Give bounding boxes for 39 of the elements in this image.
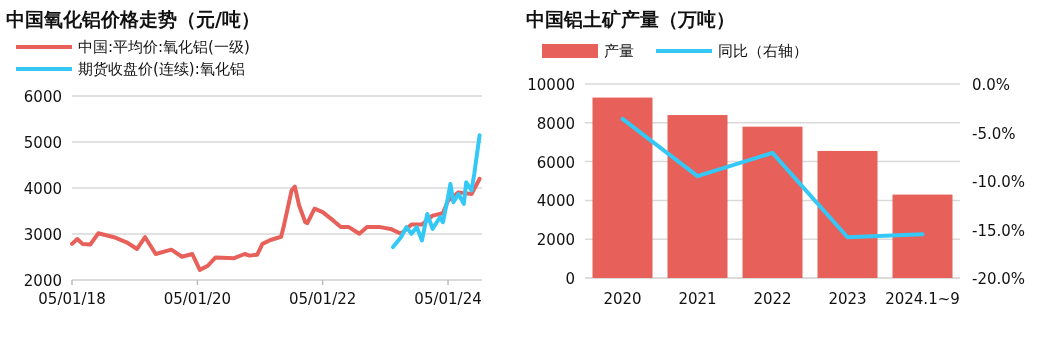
legend-label: 同比（右轴） [718, 42, 808, 60]
chart-title: 中国氧化铝价格走势（元/吨） [6, 8, 260, 30]
bar [817, 150, 878, 278]
y-tick-label: 3000 [23, 226, 62, 244]
y-tick-label: 4000 [23, 180, 62, 198]
y2-tick-label: 0.0% [972, 76, 1011, 94]
x-tick-label: 2022 [753, 290, 792, 308]
y-tick-label: 5000 [23, 134, 62, 152]
y-tick-label: 4000 [536, 192, 575, 211]
y-tick-label: 6000 [536, 153, 575, 172]
x-tick-label: 05/01/22 [288, 290, 357, 308]
line-series [70, 176, 482, 272]
x-tick-label: 05/01/20 [163, 290, 232, 308]
line-series [390, 133, 482, 250]
bar [667, 115, 728, 278]
y-tick-label: 2000 [536, 231, 575, 250]
x-tick-label: 2023 [828, 290, 867, 308]
legend-label: 中国:平均价:氧化铝(一级) [78, 38, 250, 56]
bar [592, 97, 653, 278]
y2-tick-label: -20.0% [972, 270, 1026, 288]
x-tick-label: 05/01/24 [414, 290, 482, 308]
bar [742, 126, 803, 278]
y2-tick-label: -5.0% [972, 124, 1016, 143]
x-tick-label: 2021 [678, 290, 717, 308]
x-tick-label: 2020 [603, 290, 642, 308]
x-tick-label: 2024.1~9 [885, 290, 960, 308]
y-tick-label: 0 [565, 270, 575, 288]
y-tick-label: 2000 [23, 272, 62, 290]
y2-tick-label: -15.0% [972, 221, 1026, 240]
y-tick-label: 8000 [536, 114, 575, 133]
x-tick-label: 05/01/18 [38, 290, 106, 308]
y2-tick-label: -10.0% [972, 173, 1026, 191]
chart-title: 中国铝土矿产量（万吨） [526, 8, 735, 30]
line-series [620, 116, 925, 240]
legend-label: 产量 [604, 42, 634, 60]
y-tick-label: 10000 [527, 76, 575, 94]
y-tick-label: 6000 [23, 88, 62, 106]
bar [892, 194, 953, 278]
legend-label: 期货收盘价(连续):氧化铝 [78, 60, 245, 78]
